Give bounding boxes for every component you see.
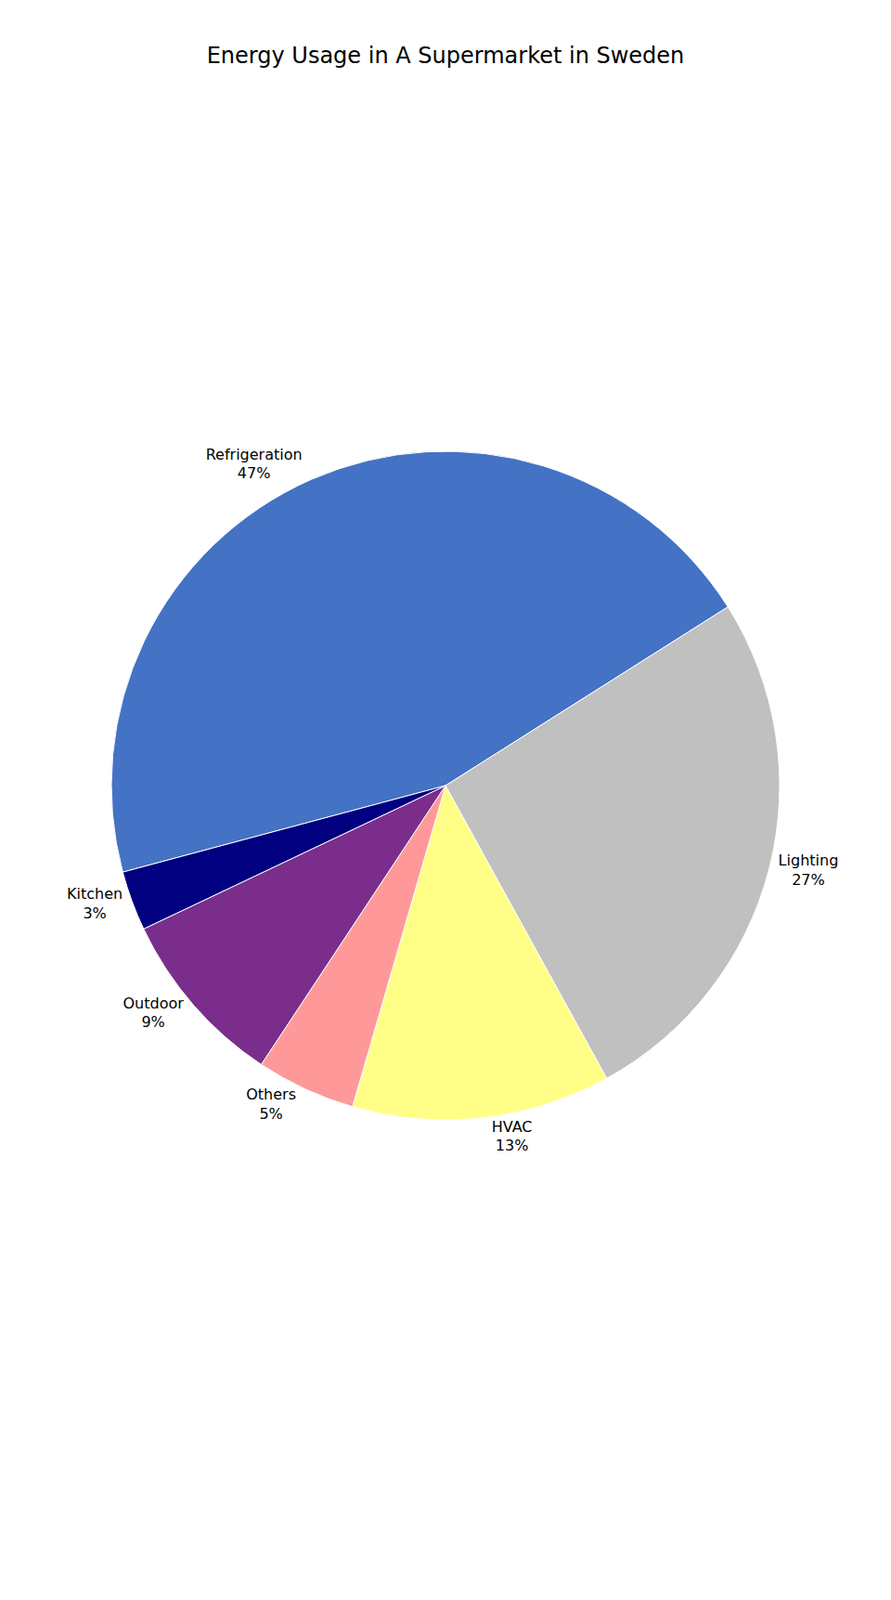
svg-text:Outdoor9%: Outdoor9% bbox=[122, 994, 184, 1032]
svg-text:Lighting27%: Lighting27% bbox=[778, 851, 840, 889]
svg-text:HVAC13%: HVAC13% bbox=[491, 1117, 533, 1155]
svg-text:Energy Usage in A Supermarket: Energy Usage in A Supermarket in Sweden bbox=[206, 42, 685, 69]
svg-text:Refrigeration47%: Refrigeration47% bbox=[206, 445, 303, 483]
svg-text:Kitchen3%: Kitchen3% bbox=[66, 884, 123, 922]
svg-text:Others5%: Others5% bbox=[245, 1084, 297, 1123]
